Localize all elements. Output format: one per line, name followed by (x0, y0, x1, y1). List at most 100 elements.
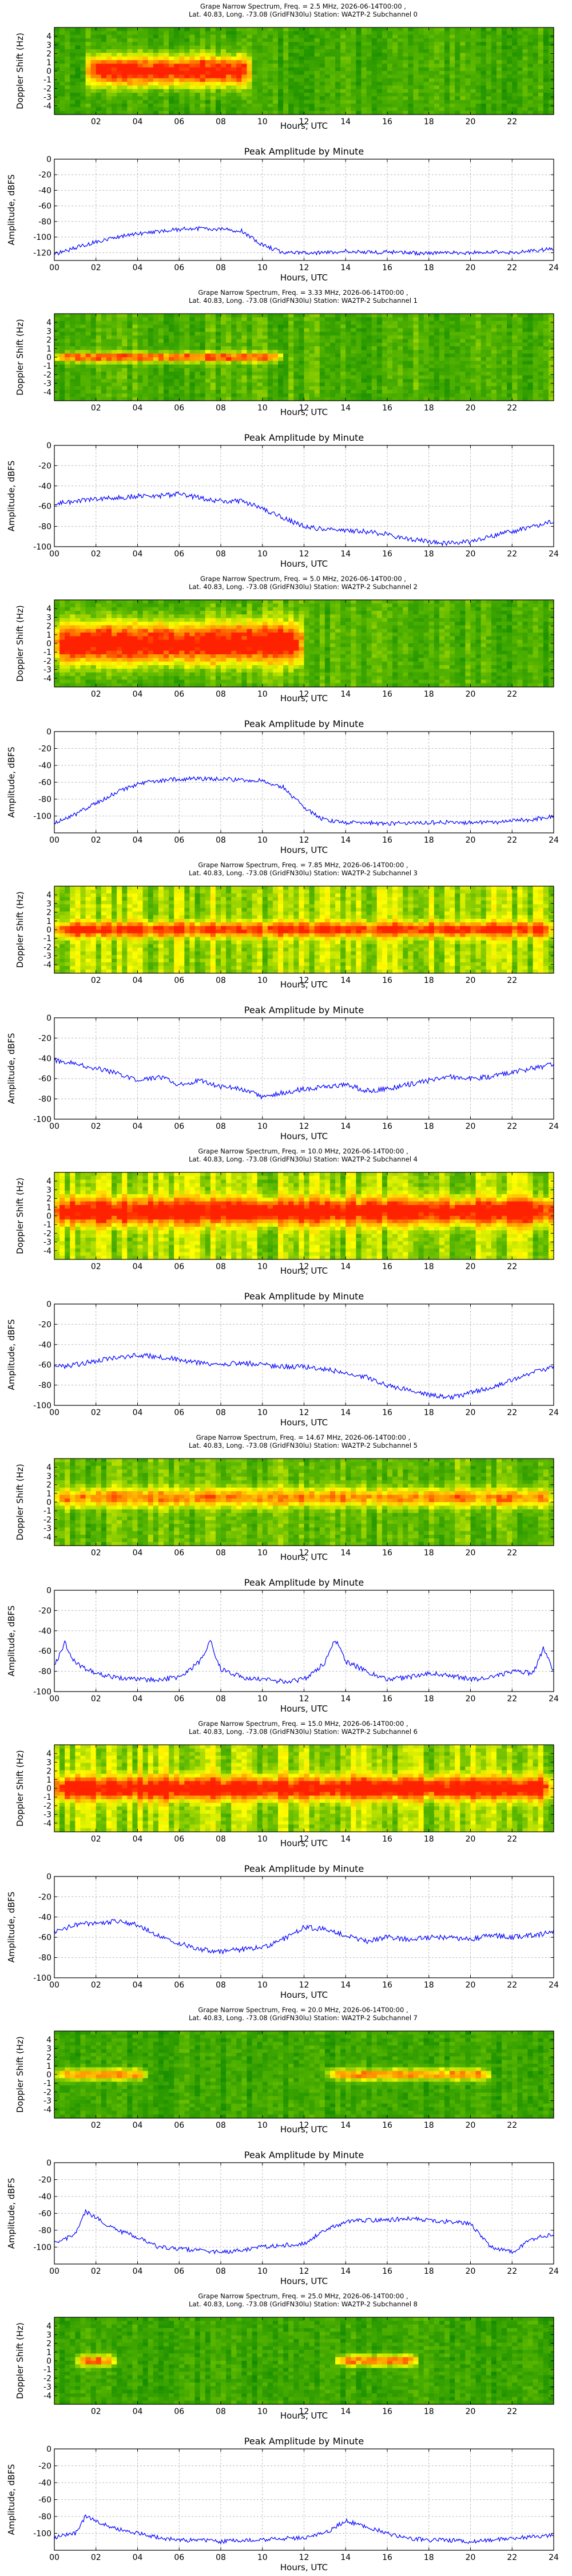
spectrogram-cell (361, 379, 367, 383)
spectrogram-cell (319, 335, 325, 339)
spectrogram-cell (491, 335, 497, 339)
spectrogram-cell (533, 397, 539, 401)
spectrogram-cell (491, 93, 497, 97)
spectrogram-cell (455, 96, 460, 101)
spectrogram-cell (70, 636, 76, 641)
spectrogram-cell (382, 325, 388, 329)
spectrogram-cell (533, 53, 539, 57)
spectrogram-cell (106, 85, 112, 90)
spectrogram-cell (205, 67, 211, 72)
spectrogram-cell (398, 339, 403, 343)
spectrogram-cell (543, 331, 549, 336)
spectrogram-cell (226, 78, 232, 82)
spectrogram-cell (329, 361, 336, 365)
spectrogram-cell (428, 67, 435, 72)
spectrogram-cell (428, 321, 435, 325)
spectrogram-cell (460, 45, 466, 50)
spectrogram-cell (439, 335, 445, 339)
spectrogram-cell (329, 317, 336, 322)
spectrogram-cell (403, 361, 408, 365)
spectrogram-cell (75, 350, 81, 354)
spectrogram-cell (361, 350, 367, 354)
spectrogram-cell (189, 60, 196, 64)
spectrogram-cell (408, 34, 414, 39)
spectrogram-cell (455, 104, 460, 108)
spectrogram-cell (428, 364, 435, 369)
spectrogram-cell (70, 372, 76, 376)
spectrogram-cell (486, 361, 492, 365)
spectrogram-cell (340, 321, 346, 325)
spectrogram-cell (538, 85, 544, 90)
spectrogram-cell (314, 328, 320, 333)
spectrogram-cell (179, 96, 185, 101)
spectrogram-cell (423, 89, 430, 93)
spectrogram-cell (241, 317, 248, 322)
spectrogram-cell (226, 390, 232, 394)
spectrogram-cell (200, 364, 206, 369)
spectrogram-cell (538, 89, 544, 93)
spectrogram-cell (491, 375, 497, 380)
spectrogram-cell (548, 71, 554, 75)
spectrogram-cell (366, 53, 372, 57)
spectrogram-cell (465, 368, 471, 372)
spectrogram-cell (329, 110, 336, 115)
spectrogram-cell (262, 331, 268, 336)
spectrogram-cell (465, 325, 471, 329)
spectrogram-cell (132, 78, 138, 82)
spectrogram-cell (247, 317, 253, 322)
spectrogram-cell (475, 328, 482, 333)
spectrogram-cell (174, 34, 180, 39)
spectrogram-cell (335, 42, 341, 46)
spectrogram-cell (174, 60, 180, 64)
spectrogram-cell (236, 350, 242, 354)
spectrogram-cell (65, 607, 70, 611)
spectrogram-cell (112, 328, 117, 333)
spectrogram-cell (189, 357, 196, 361)
spectrogram-cell (376, 82, 383, 86)
spectrogram-cell (257, 321, 263, 325)
spectrogram-cell (533, 393, 539, 398)
spectrogram-cell (527, 27, 534, 31)
spectrogram-cell (189, 71, 196, 75)
spectrogram-cell (491, 34, 497, 39)
spectrogram-cell (486, 331, 492, 336)
spectrogram-cell (169, 78, 174, 82)
spectrogram-cell (132, 328, 138, 333)
spectrogram-cell (122, 328, 128, 333)
spectrogram-cell (356, 342, 362, 347)
spectrogram-cell (90, 27, 97, 31)
spectrogram-cell (423, 390, 430, 394)
spectrogram-cell (387, 74, 393, 79)
spectrogram-cell (90, 93, 97, 97)
spectrogram-cell (455, 361, 460, 365)
spectrogram-cell (112, 353, 117, 358)
spectrogram-cell (65, 368, 70, 372)
spectrogram-cell (382, 350, 388, 354)
spectrogram-cell (480, 89, 487, 93)
spectrogram-cell (329, 335, 336, 339)
spectrogram-cell (382, 64, 388, 68)
spectrogram-cell (226, 82, 232, 86)
spectrogram-cell (241, 353, 248, 358)
spectrogram-cell (205, 96, 211, 101)
spectrogram-cell (314, 34, 320, 39)
spectrogram-cell (450, 317, 455, 322)
spectrogram-cell (309, 328, 315, 333)
spectrogram-cell (106, 78, 112, 82)
spectrogram-cell (163, 393, 169, 398)
spectrogram-cell (127, 49, 133, 53)
spectrogram-cell (538, 42, 544, 46)
spectrogram-cell (101, 38, 107, 42)
spectrogram-cell (236, 364, 242, 369)
spectrogram-cell (512, 85, 518, 90)
spectrogram-cell (54, 335, 60, 339)
spectrogram-cell (189, 56, 196, 61)
spectrogram-cell (278, 31, 284, 35)
spectrogram-cell (283, 38, 289, 42)
spectrogram-cell (106, 335, 112, 339)
spectrogram-cell (112, 317, 117, 322)
spectrogram-cell (304, 49, 310, 53)
spectrogram-cell (272, 100, 279, 104)
spectrogram-cell (267, 60, 273, 64)
spectrogram-cell (460, 393, 466, 398)
